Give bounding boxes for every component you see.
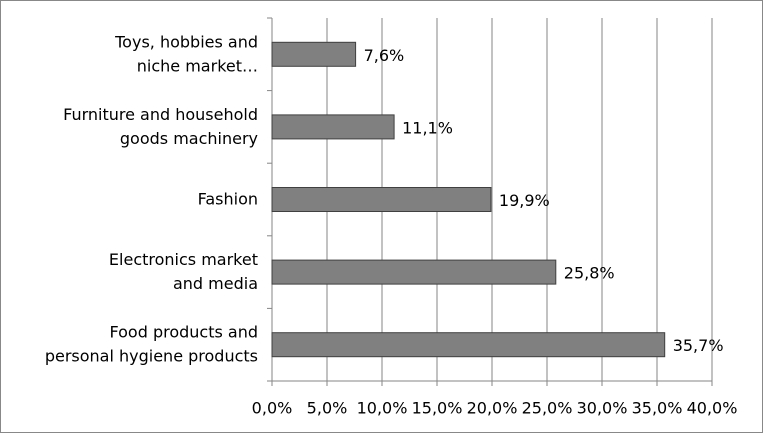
- data-label: 25,8%: [564, 264, 615, 283]
- x-tick-label: 40,0%: [687, 399, 738, 418]
- x-tick-label: 15,0%: [412, 399, 463, 418]
- y-tick-label: Electronics market and media: [109, 250, 258, 293]
- data-label: 19,9%: [499, 191, 550, 210]
- bar: [271, 41, 357, 67]
- x-tick-label: 0,0%: [252, 399, 293, 418]
- x-tick-label: 25,0%: [522, 399, 573, 418]
- bar: [271, 114, 395, 140]
- y-tick-label: Furniture and household goods machinery: [63, 104, 258, 147]
- y-tick-label: Fashion: [198, 189, 258, 208]
- x-tick-label: 30,0%: [577, 399, 628, 418]
- x-tick-label: 5,0%: [307, 399, 348, 418]
- bar: [271, 332, 666, 358]
- data-label: 35,7%: [673, 336, 724, 355]
- data-label: 7,6%: [364, 46, 405, 65]
- bar: [271, 259, 557, 285]
- x-tick-label: 35,0%: [632, 399, 683, 418]
- y-tick-label: Food products and personal hygiene produc…: [45, 322, 258, 365]
- x-tick-label: 20,0%: [467, 399, 518, 418]
- x-tick-label: 10,0%: [357, 399, 408, 418]
- y-tick-label: Toys, hobbies and niche market…: [114, 32, 258, 75]
- data-label: 11,1%: [402, 118, 453, 137]
- bar: [271, 187, 492, 212]
